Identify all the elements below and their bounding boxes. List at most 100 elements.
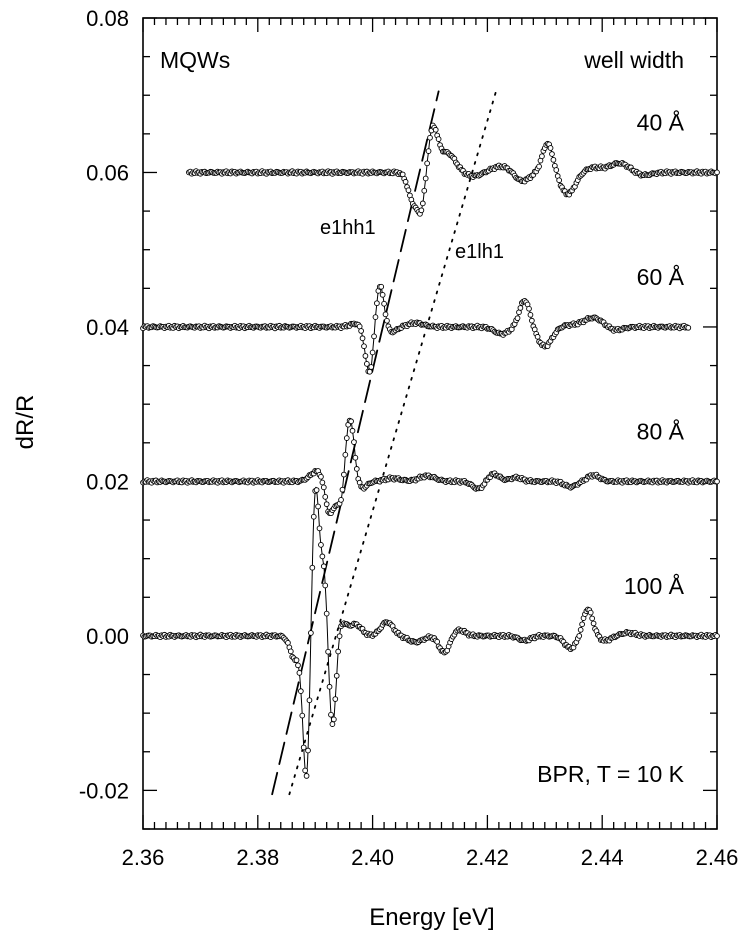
data-point bbox=[553, 167, 560, 173]
data-point bbox=[339, 486, 346, 493]
data-point bbox=[434, 638, 441, 645]
data-point bbox=[371, 333, 377, 340]
data-point bbox=[295, 662, 301, 669]
data-point bbox=[331, 716, 337, 723]
well-width-annotation: well width bbox=[583, 47, 684, 73]
data-point bbox=[305, 747, 311, 754]
series-0 bbox=[186, 122, 720, 217]
data-point bbox=[714, 633, 720, 639]
data-point bbox=[352, 454, 359, 461]
data-point bbox=[320, 484, 327, 491]
data-point bbox=[358, 328, 364, 334]
data-point bbox=[323, 501, 330, 508]
data-point bbox=[547, 145, 554, 151]
y-tick-label: 0.02 bbox=[86, 469, 129, 494]
conditions-annotation: BPR, T = 10 K bbox=[537, 761, 684, 787]
data-point bbox=[514, 315, 521, 322]
data-point bbox=[590, 620, 597, 627]
series-group bbox=[140, 122, 720, 779]
data-point bbox=[517, 305, 524, 311]
series-label: 40 Å bbox=[637, 108, 685, 135]
data-point bbox=[384, 317, 390, 324]
data-point bbox=[427, 134, 433, 141]
data-point bbox=[359, 335, 366, 342]
e1lh1-guide-line bbox=[288, 90, 497, 796]
data-point bbox=[342, 451, 349, 458]
series-1 bbox=[140, 283, 692, 375]
y-tick-label: 0.04 bbox=[86, 315, 129, 340]
data-point bbox=[343, 435, 350, 441]
x-tick-label: 2.36 bbox=[122, 845, 165, 870]
data-point bbox=[299, 712, 306, 719]
data-point bbox=[421, 187, 428, 194]
data-point bbox=[310, 513, 317, 520]
data-point bbox=[332, 696, 339, 702]
series-fit-line bbox=[142, 419, 718, 515]
labels-group: Energy [eV] dR/R MQWs well width BPR, T … bbox=[12, 6, 738, 931]
data-point bbox=[341, 471, 347, 478]
data-point bbox=[313, 487, 320, 493]
data-point bbox=[298, 688, 304, 695]
data-point bbox=[418, 207, 425, 214]
data-point bbox=[425, 148, 432, 154]
y-tick-label: -0.02 bbox=[79, 778, 129, 803]
data-point bbox=[319, 479, 326, 486]
data-point bbox=[323, 610, 330, 617]
data-point bbox=[714, 478, 720, 485]
data-point bbox=[309, 564, 316, 571]
data-point bbox=[308, 630, 314, 636]
data-point bbox=[539, 153, 545, 160]
data-point bbox=[529, 317, 535, 324]
series-2 bbox=[140, 417, 720, 517]
data-point bbox=[322, 494, 329, 500]
data-point bbox=[576, 633, 583, 639]
data-point bbox=[378, 283, 385, 290]
data-point bbox=[366, 368, 373, 375]
data-point bbox=[527, 311, 534, 318]
data-point bbox=[302, 767, 309, 774]
x-tick-label: 2.38 bbox=[236, 845, 279, 870]
data-point bbox=[293, 657, 300, 664]
data-point bbox=[405, 187, 412, 194]
x-axis-label: Energy [eV] bbox=[369, 904, 494, 931]
data-point bbox=[579, 621, 585, 628]
data-point bbox=[549, 151, 555, 157]
data-point bbox=[296, 670, 303, 676]
x-tick-label: 2.46 bbox=[696, 845, 739, 870]
series-3 bbox=[140, 486, 720, 779]
y-tick-label: 0.06 bbox=[86, 160, 129, 185]
data-point bbox=[329, 721, 336, 727]
x-tick-label: 2.44 bbox=[581, 845, 624, 870]
data-point bbox=[303, 773, 310, 779]
x-tick-label: 2.40 bbox=[351, 845, 394, 870]
data-point bbox=[306, 697, 313, 704]
data-point bbox=[316, 525, 323, 532]
data-point bbox=[368, 364, 375, 370]
data-point bbox=[714, 169, 720, 176]
data-point bbox=[364, 361, 370, 367]
data-point bbox=[589, 615, 596, 622]
data-point bbox=[328, 711, 334, 718]
data-point bbox=[685, 324, 692, 331]
data-point bbox=[362, 353, 369, 359]
e1lh1-label: e1lh1 bbox=[455, 241, 504, 263]
e1hh1-label: e1hh1 bbox=[320, 217, 376, 239]
series-label: 60 Å bbox=[637, 263, 685, 290]
data-point bbox=[349, 427, 356, 434]
data-point bbox=[381, 300, 387, 307]
data-point bbox=[319, 553, 326, 560]
data-point bbox=[526, 305, 532, 312]
data-point bbox=[361, 343, 367, 350]
data-point bbox=[536, 163, 542, 170]
data-point bbox=[348, 418, 354, 425]
data-point bbox=[402, 178, 409, 185]
mqws-annotation: MQWs bbox=[160, 47, 230, 73]
data-point bbox=[550, 156, 557, 163]
series-label: 100 Å bbox=[624, 572, 685, 599]
data-point bbox=[338, 497, 344, 503]
data-point bbox=[422, 175, 429, 182]
data-point bbox=[322, 582, 329, 589]
data-point bbox=[287, 648, 294, 655]
